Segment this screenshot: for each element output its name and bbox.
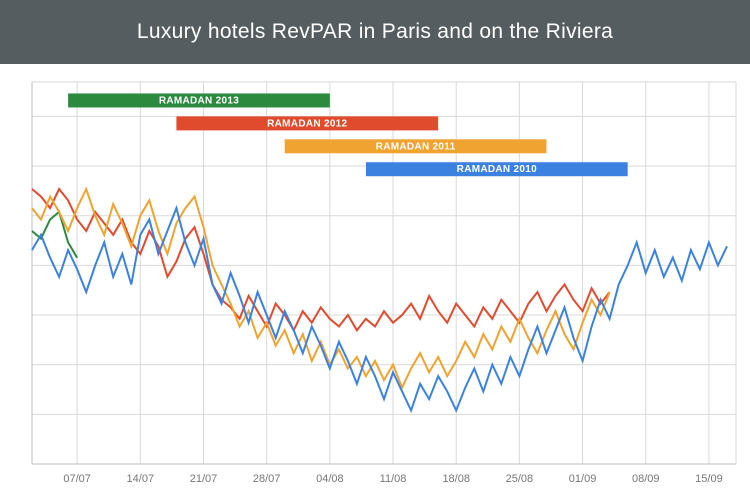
x-tick-label: 01/09 — [569, 473, 597, 485]
x-tick-label: 11/08 — [380, 473, 407, 485]
x-tick-label: 04/08 — [316, 473, 344, 485]
x-tick-label: 28/07 — [253, 473, 281, 485]
ramadan-band-label: RAMADAN 2012 — [267, 118, 347, 129]
ramadan-band-label: RAMADAN 2011 — [376, 141, 456, 152]
x-tick-label: 08/09 — [632, 473, 660, 485]
x-tick-label: 21/07 — [190, 473, 218, 485]
series-2011 — [32, 189, 610, 388]
chart-svg: 07/07 14/07 21/07 28/07 04/08 11/08 18/08 25/08… — [0, 64, 750, 500]
plot-area: 07/07 14/07 21/07 28/07 04/08 11/08 18/08 25/08… — [0, 64, 750, 500]
x-tick-label: 07/07 — [63, 473, 91, 485]
title-bar: Luxury hotels RevPAR in Paris and on the… — [0, 0, 750, 64]
x-tick-label: 18/08 — [442, 473, 470, 485]
series-2010 — [32, 208, 727, 410]
x-tick-label: 14/07 — [127, 473, 155, 485]
x-tick-label: 15/09 — [695, 473, 723, 485]
series-2012 — [32, 189, 610, 330]
chart-container: Luxury hotels RevPAR in Paris and on the… — [0, 0, 750, 500]
x-tick-label: 25/08 — [506, 473, 534, 485]
ramadan-band-label: RAMADAN 2013 — [159, 95, 239, 106]
ramadan-band-label: RAMADAN 2010 — [457, 164, 537, 175]
chart-title: Luxury hotels RevPAR in Paris and on the… — [137, 20, 613, 44]
series-2013 — [32, 212, 77, 258]
